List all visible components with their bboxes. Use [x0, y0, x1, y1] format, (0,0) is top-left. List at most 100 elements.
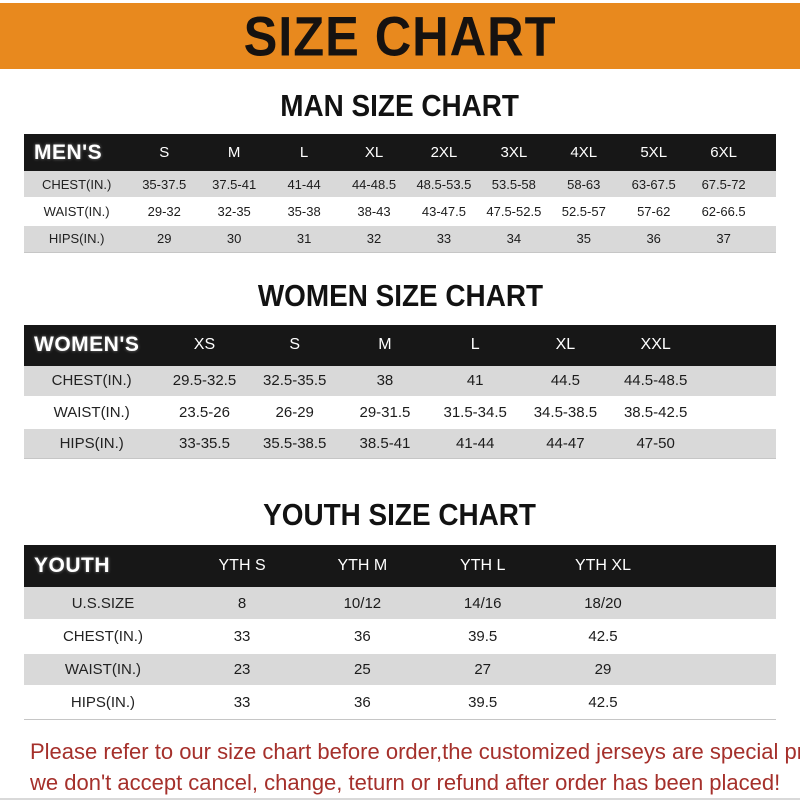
table-cell: 47-50	[610, 427, 701, 459]
table-cell: 10/12	[302, 587, 423, 621]
column-header: S	[249, 324, 340, 366]
table-cell: 23	[181, 653, 303, 687]
table-cell: 34.5-38.5	[520, 396, 611, 429]
youth-size-chart-section: YOUTH SIZE CHART YOUTH YTH S YTH M YTH L YTH…	[0, 499, 800, 720]
table-cell: 32-35	[199, 198, 270, 226]
table-cell: 14/16	[422, 587, 543, 621]
filler-cell	[758, 225, 776, 253]
table-cell: 25	[302, 653, 423, 687]
row-label: WAIST(IN.)	[24, 396, 160, 429]
man-size-chart-heading-text: MAN SIZE CHART	[280, 88, 520, 123]
column-header: 6XL	[688, 134, 759, 171]
row-label: HIPS(IN.)	[24, 225, 130, 253]
table-cell: 39.5	[422, 620, 543, 654]
table-group-label: MEN'S	[24, 134, 130, 171]
table-cell: 35.5-38.5	[249, 427, 340, 459]
table-cell: 39.5	[422, 686, 543, 720]
filler-cell	[663, 686, 776, 720]
table-cell: 53.5-58	[478, 171, 549, 199]
table-cell: 58-63	[548, 171, 619, 199]
filler-cell	[700, 427, 776, 459]
table-cell: 31	[269, 225, 340, 253]
table-cell: 38.5-42.5	[610, 396, 701, 429]
table-row: WAIST(IN.) 29-32 32-35 35-38 38-43 43-47.5 47.…	[24, 198, 776, 226]
table-cell: 29-32	[129, 198, 200, 226]
table-cell: 26-29	[249, 396, 340, 429]
table-cell: 37	[688, 225, 759, 253]
table-cell: 23.5-26	[159, 396, 250, 429]
column-header: L	[430, 324, 521, 366]
banner-title: SIZE CHART	[243, 3, 557, 68]
table-cell: 44-48.5	[339, 171, 409, 199]
header-row: WOMEN'S XS S M L XL XXL	[24, 324, 776, 366]
column-header: L	[269, 134, 340, 171]
row-label: WAIST(IN.)	[24, 653, 182, 687]
column-header: 5XL	[618, 134, 689, 171]
table-cell: 32.5-35.5	[249, 365, 340, 398]
table-cell: 63-67.5	[618, 171, 689, 199]
table-cell: 33	[181, 686, 303, 720]
table-cell: 32	[339, 225, 409, 253]
table-row: HIPS(IN.) 29 30 31 32 33 34 35 36 37	[24, 225, 776, 253]
row-label: HIPS(IN.)	[24, 427, 160, 459]
column-header: XXL	[610, 324, 701, 366]
table-row: CHEST(IN.) 33 36 39.5 42.5	[24, 620, 776, 654]
filler-cell	[700, 365, 776, 398]
table-cell: 29	[542, 653, 664, 687]
header-row: MEN'S S M L XL 2XL 3XL 4XL 5XL 6XL	[24, 134, 776, 171]
table-cell: 35-38	[269, 198, 340, 226]
row-label: CHEST(IN.)	[24, 365, 160, 398]
column-header: XL	[520, 324, 611, 366]
youth-size-chart-heading: YOUTH SIZE CHART	[0, 499, 800, 530]
table-cell: 30	[199, 225, 270, 253]
table-cell: 35-37.5	[129, 171, 200, 199]
row-label: CHEST(IN.)	[24, 171, 130, 199]
table-cell: 44.5-48.5	[610, 365, 701, 398]
youth-size-table: YOUTH YTH S YTH M YTH L YTH XL U.S.SIZE 8 10/12…	[24, 545, 776, 720]
man-size-chart-section: MAN SIZE CHART MEN'S S M L XL 2XL 3XL 4XL 5XL 6XL…	[0, 90, 800, 253]
table-row: U.S.SIZE 8 10/12 14/16 18/20	[24, 587, 776, 621]
filler-cell	[663, 620, 776, 654]
table-cell: 34	[478, 225, 549, 253]
filler-cell	[663, 587, 776, 621]
filler-cell	[758, 198, 776, 226]
table-row: CHEST(IN.) 35-37.5 37.5-41 41-44 44-48.5 48.5…	[24, 171, 776, 199]
filler-cell	[700, 324, 776, 366]
size-chart-banner: SIZE CHART	[0, 0, 800, 69]
row-label: U.S.SIZE	[24, 587, 182, 621]
table-row: CHEST(IN.) 29.5-32.5 32.5-35.5 38 41 44.5 44.5…	[24, 365, 776, 398]
table-cell: 33	[408, 225, 479, 253]
filler-cell	[758, 134, 776, 171]
column-header: S	[129, 134, 200, 171]
table-row: HIPS(IN.) 33-35.5 35.5-38.5 38.5-41 41-44 44-…	[24, 427, 776, 459]
row-label: WAIST(IN.)	[24, 198, 130, 226]
header-row: YOUTH YTH S YTH M YTH L YTH XL	[24, 545, 776, 587]
column-header: YTH L	[422, 545, 543, 587]
column-header: 3XL	[478, 134, 549, 171]
table-group-label: YOUTH	[24, 545, 182, 587]
table-cell: 37.5-41	[199, 171, 270, 199]
table-cell: 62-66.5	[688, 198, 759, 226]
table-cell: 57-62	[618, 198, 689, 226]
table-cell: 29.5-32.5	[159, 365, 250, 398]
column-header: M	[199, 134, 270, 171]
table-row: WAIST(IN.) 23 25 27 29	[24, 653, 776, 687]
table-cell: 43-47.5	[408, 198, 479, 226]
women-size-chart-section: WOMEN SIZE CHART WOMEN'S XS S M L XL XXL CHEST(…	[0, 280, 800, 459]
table-cell: 33	[181, 620, 303, 654]
table-cell: 48.5-53.5	[408, 171, 479, 199]
table-cell: 33-35.5	[159, 427, 250, 459]
table-cell: 35	[548, 225, 619, 253]
table-row: HIPS(IN.) 33 36 39.5 42.5	[24, 686, 776, 720]
column-header: 2XL	[408, 134, 479, 171]
table-cell: 47.5-52.5	[478, 198, 549, 226]
table-cell: 36	[618, 225, 689, 253]
women-size-chart-heading: WOMEN SIZE CHART	[0, 280, 800, 311]
table-cell: 38	[339, 365, 431, 398]
men-size-table: MEN'S S M L XL 2XL 3XL 4XL 5XL 6XL CHEST(IN.) 35-37…	[24, 134, 776, 253]
table-group-label: WOMEN'S	[24, 324, 160, 366]
table-cell: 41	[430, 365, 521, 398]
filler-cell	[758, 171, 776, 199]
youth-size-chart-heading-text: YOUTH SIZE CHART	[263, 497, 537, 532]
table-cell: 27	[422, 653, 543, 687]
